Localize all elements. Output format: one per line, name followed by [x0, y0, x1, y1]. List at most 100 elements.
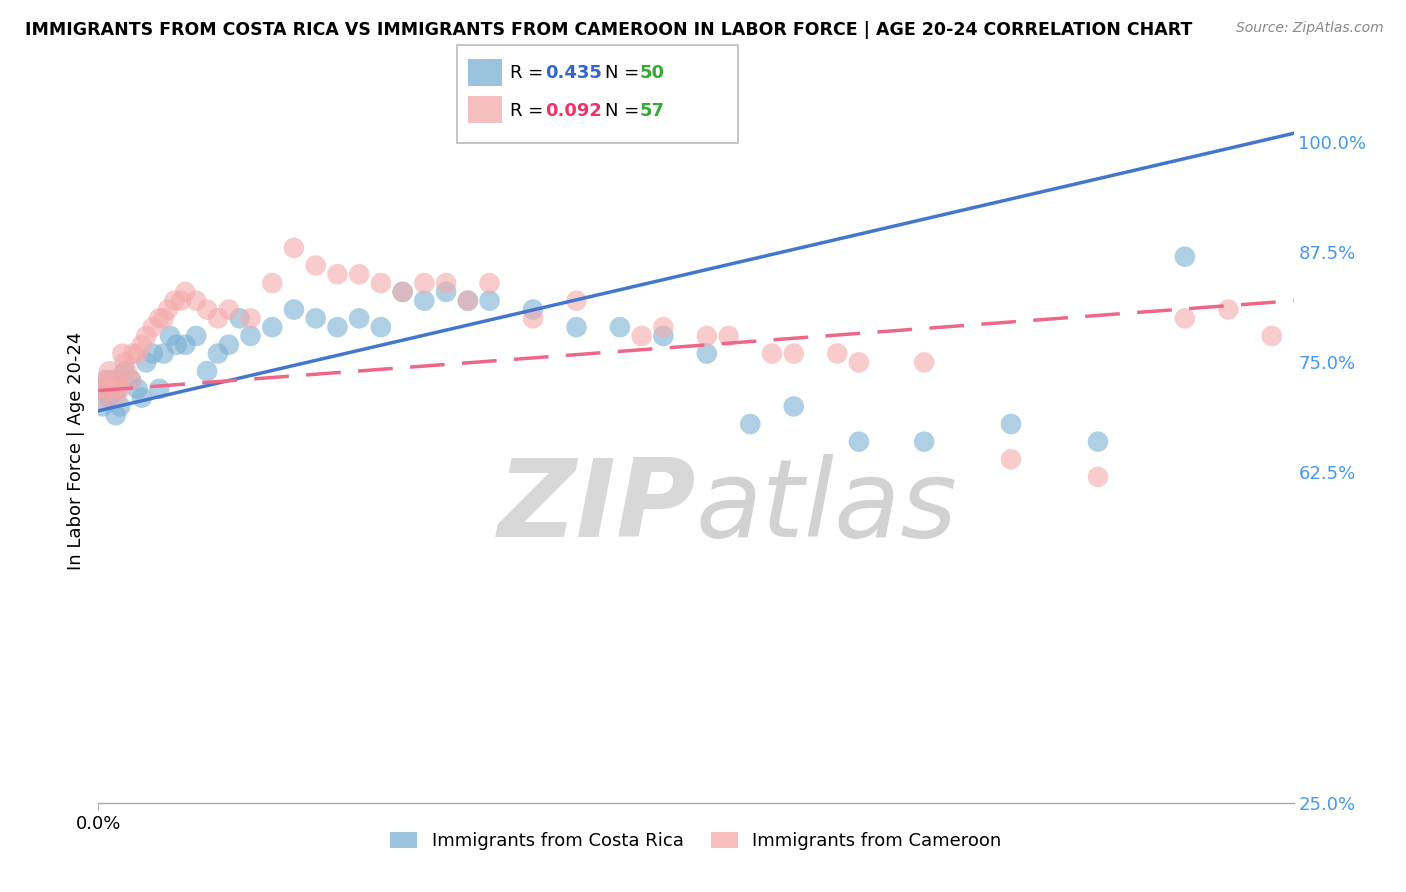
- Point: [1218, 302, 1240, 317]
- Point: [347, 268, 370, 282]
- Point: [652, 320, 675, 334]
- Text: IMMIGRANTS FROM COSTA RICA VS IMMIGRANTS FROM CAMEROON IN LABOR FORCE | AGE 20-2: IMMIGRANTS FROM COSTA RICA VS IMMIGRANTS…: [25, 21, 1192, 39]
- Point: [94, 373, 117, 387]
- Text: 57: 57: [640, 102, 665, 120]
- Point: [478, 276, 501, 290]
- Point: [170, 293, 193, 308]
- Point: [166, 337, 188, 351]
- Point: [652, 329, 675, 343]
- Point: [457, 293, 479, 308]
- Point: [434, 285, 457, 299]
- Point: [740, 417, 762, 431]
- Point: [262, 320, 284, 334]
- Point: [96, 373, 118, 387]
- Point: [761, 346, 783, 360]
- Point: [90, 382, 112, 396]
- Point: [413, 293, 436, 308]
- Point: [107, 373, 129, 387]
- Point: [195, 364, 218, 378]
- Point: [630, 329, 652, 343]
- Point: [783, 346, 806, 360]
- Text: N =: N =: [605, 102, 644, 120]
- Legend: Immigrants from Costa Rica, Immigrants from Cameroon: Immigrants from Costa Rica, Immigrants f…: [382, 824, 1010, 857]
- Point: [696, 346, 718, 360]
- Text: Source: ZipAtlas.com: Source: ZipAtlas.com: [1236, 21, 1384, 36]
- Point: [848, 355, 870, 369]
- Point: [103, 373, 125, 387]
- Point: [434, 276, 457, 290]
- Point: [207, 311, 229, 326]
- Point: [457, 293, 479, 308]
- Point: [565, 320, 588, 334]
- Point: [104, 391, 127, 405]
- Point: [127, 382, 149, 396]
- Text: ZIP: ZIP: [498, 454, 696, 560]
- Point: [152, 346, 174, 360]
- Point: [1000, 452, 1022, 467]
- Point: [1000, 417, 1022, 431]
- Point: [1087, 470, 1109, 484]
- Point: [96, 382, 118, 396]
- Point: [163, 293, 186, 308]
- Point: [326, 320, 349, 334]
- Point: [347, 311, 370, 326]
- Point: [142, 346, 165, 360]
- Point: [120, 373, 142, 387]
- Point: [103, 382, 125, 396]
- Point: [239, 329, 262, 343]
- Point: [98, 364, 121, 378]
- Text: 0.435: 0.435: [546, 64, 602, 82]
- Point: [91, 391, 114, 405]
- Text: R =: R =: [510, 102, 550, 120]
- Point: [239, 311, 262, 326]
- Point: [174, 285, 197, 299]
- Point: [107, 382, 129, 396]
- Point: [142, 320, 165, 334]
- Point: [478, 293, 501, 308]
- Point: [370, 276, 392, 290]
- Point: [98, 391, 121, 405]
- Point: [131, 391, 153, 405]
- Point: [207, 346, 229, 360]
- Point: [218, 337, 240, 351]
- Point: [100, 382, 122, 396]
- Point: [262, 276, 284, 290]
- Point: [1174, 250, 1197, 264]
- Point: [131, 337, 153, 351]
- Point: [305, 311, 328, 326]
- Point: [174, 337, 197, 351]
- Text: R =: R =: [510, 64, 550, 82]
- Point: [370, 320, 392, 334]
- Point: [391, 285, 413, 299]
- Point: [283, 241, 305, 255]
- Point: [100, 373, 122, 387]
- Point: [111, 346, 134, 360]
- Point: [326, 268, 349, 282]
- Point: [825, 346, 848, 360]
- Point: [218, 302, 240, 317]
- Point: [1261, 329, 1284, 343]
- Point: [115, 364, 138, 378]
- Point: [912, 355, 935, 369]
- Point: [114, 355, 136, 369]
- Point: [565, 293, 588, 308]
- Point: [186, 293, 208, 308]
- Point: [108, 382, 131, 396]
- Point: [120, 373, 142, 387]
- Point: [305, 259, 328, 273]
- Point: [114, 364, 136, 378]
- Point: [108, 400, 131, 414]
- Point: [122, 346, 145, 360]
- Point: [783, 400, 806, 414]
- Point: [90, 382, 112, 396]
- Point: [195, 302, 218, 317]
- Point: [104, 409, 127, 423]
- Point: [228, 311, 250, 326]
- Point: [135, 329, 157, 343]
- Point: [156, 302, 179, 317]
- Point: [696, 329, 718, 343]
- Point: [186, 329, 208, 343]
- Point: [148, 311, 170, 326]
- Point: [159, 329, 181, 343]
- Point: [148, 382, 170, 396]
